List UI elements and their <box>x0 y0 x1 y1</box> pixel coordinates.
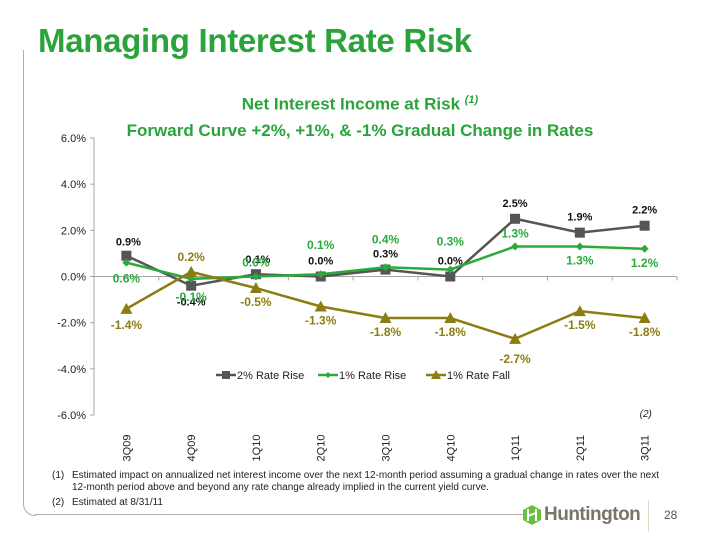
footnote-number: (1) <box>52 470 65 481</box>
data-point <box>381 263 390 272</box>
data-label: -1.5% <box>564 318 596 332</box>
data-label: -0.5% <box>240 295 272 309</box>
data-label: -1.3% <box>305 314 337 328</box>
data-label: 0.2% <box>177 250 205 264</box>
x-tick-label: 1Q10 <box>251 435 263 462</box>
data-label: -0.1% <box>175 290 207 304</box>
data-label: 0.3% <box>373 249 398 261</box>
legend-label: 1% Rate Fall <box>447 370 510 382</box>
data-point <box>575 242 584 251</box>
data-label: 0.0% <box>438 256 463 268</box>
data-point <box>186 280 197 291</box>
data-point <box>120 302 133 314</box>
data-label: 0.6% <box>113 272 141 286</box>
data-label: -0.4% <box>177 297 206 309</box>
data-label: 0.9% <box>116 237 141 249</box>
y-tick-label: 0.0% <box>61 272 86 284</box>
slide-frame-bottom <box>35 514 530 515</box>
footnote-text: Estimated at 8/31/11 <box>72 497 163 508</box>
data-label: 1.3% <box>501 226 529 240</box>
data-label: -1.8% <box>629 325 661 339</box>
data-label: -1.8% <box>370 325 402 339</box>
data-point <box>509 332 522 344</box>
logo-text: Huntington <box>544 504 641 525</box>
footnote-1: (1) Estimated impact on annualized net in… <box>52 470 672 494</box>
footnotes: (1) Estimated impact on annualized net in… <box>52 470 672 512</box>
data-label: 1.9% <box>567 212 592 224</box>
chart-title: Net Interest Income at Risk (1) <box>0 94 720 115</box>
chart-title-note: (1) <box>464 94 479 106</box>
y-tick-label: -2.0% <box>57 318 86 330</box>
x-tick-label: 3Q10 <box>381 435 393 462</box>
footnote-2: (2) Estimated at 8/31/11 <box>52 497 672 509</box>
chart-subtitle: Forward Curve +2%, +1%, & -1% Gradual Ch… <box>126 121 594 140</box>
data-label: 0.3% <box>437 235 465 249</box>
category-note: (2) <box>640 409 652 420</box>
data-point <box>314 300 327 312</box>
y-tick-label: 2.0% <box>61 225 86 237</box>
data-point <box>185 265 198 277</box>
x-tick-label: 3Q09 <box>121 435 133 462</box>
y-tick-label: 6.0% <box>61 133 86 145</box>
data-point <box>379 312 392 324</box>
legend-label: 2% Rate Rise <box>237 370 304 382</box>
data-point <box>122 258 131 267</box>
data-label: 1.3% <box>566 253 594 267</box>
x-tick-label: 4Q10 <box>445 435 457 462</box>
y-tick-label: 4.0% <box>61 179 86 191</box>
chart-title-text: Net Interest Income at Risk <box>241 94 461 114</box>
legend-marker <box>222 371 230 379</box>
data-label: 0.0% <box>308 256 333 268</box>
legend-marker <box>431 370 441 379</box>
data-point <box>510 213 521 224</box>
data-point <box>316 270 325 279</box>
data-label: 0.1% <box>245 254 270 266</box>
legend-label: 1% Rate Rise <box>339 370 406 382</box>
data-label: 1.2% <box>631 256 659 270</box>
data-point <box>445 271 456 282</box>
data-label: -1.8% <box>435 325 467 339</box>
huntington-logo: Huntington <box>523 504 641 526</box>
data-point <box>573 305 586 317</box>
data-point <box>638 312 651 324</box>
footer-separator <box>648 500 649 532</box>
x-tick-label: 3Q11 <box>640 435 652 461</box>
data-label: 0.0% <box>242 256 270 270</box>
data-point <box>511 242 520 251</box>
data-label: 0.4% <box>372 232 400 246</box>
data-point <box>639 220 650 231</box>
y-tick-label: -4.0% <box>57 364 86 376</box>
data-label: 0.1% <box>307 238 335 252</box>
data-point <box>574 227 585 238</box>
data-point <box>251 272 260 281</box>
footnote-number: (2) <box>52 497 65 508</box>
data-point <box>640 244 649 253</box>
legend-marker <box>325 372 331 378</box>
data-label: 2.5% <box>503 198 528 210</box>
page-number: 28 <box>664 508 678 522</box>
data-point <box>444 312 457 324</box>
slide-title: Managing Interest Rate Risk <box>38 22 472 59</box>
data-point <box>249 282 262 294</box>
x-tick-label: 2Q11 <box>575 435 587 461</box>
x-tick-label: 1Q11 <box>510 435 522 461</box>
data-label: -2.7% <box>499 352 531 366</box>
x-tick-label: 2Q10 <box>316 435 328 462</box>
huntington-logo-icon <box>523 505 541 525</box>
data-point <box>121 250 132 261</box>
x-tick-label: 4Q09 <box>186 435 198 462</box>
y-tick-label: -6.0% <box>57 410 86 422</box>
data-point <box>446 265 455 274</box>
data-label: -1.4% <box>111 318 143 332</box>
data-label: 2.2% <box>632 205 657 217</box>
footnote-text: Estimated impact on annualized net inter… <box>72 470 660 493</box>
